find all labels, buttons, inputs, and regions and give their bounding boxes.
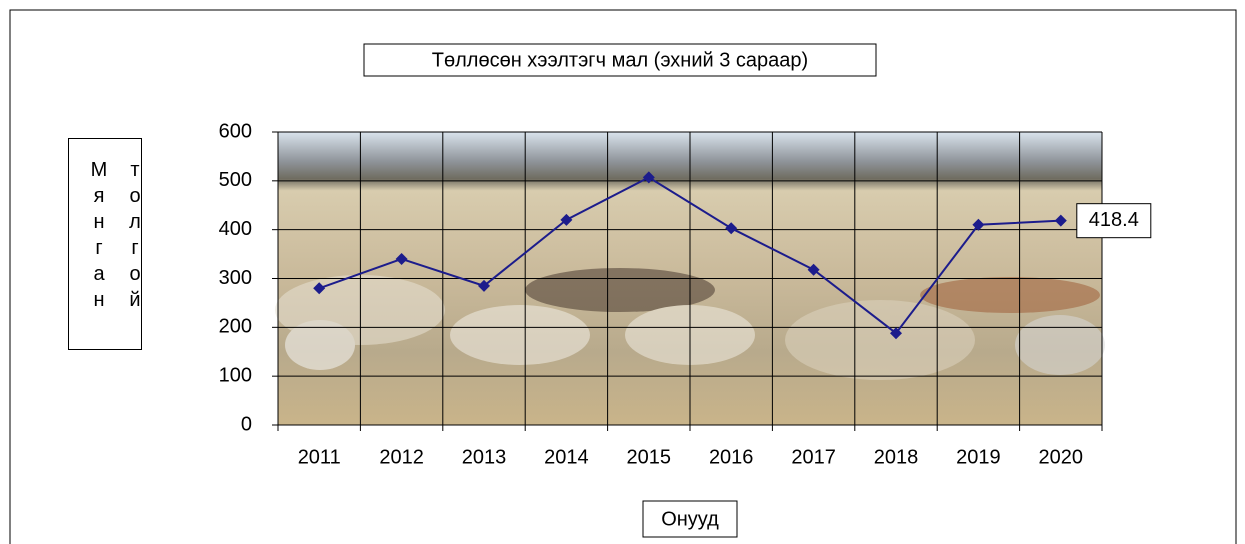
- x-tick-label: 2020: [1039, 446, 1084, 468]
- x-tick-label: 2018: [874, 446, 919, 468]
- y-tick-label: 600: [219, 120, 252, 142]
- page: {"chart_data": {"type": "line", "title":…: [0, 0, 1245, 544]
- data-label: 418.4: [1089, 209, 1139, 231]
- y-tick-label: 300: [219, 267, 252, 289]
- y-tick-label: 0: [241, 413, 252, 435]
- x-tick-label: 2017: [791, 446, 836, 468]
- x-tick-label: 2013: [462, 446, 507, 468]
- x-tick-label: 2019: [956, 446, 1001, 468]
- y-tick-label: 400: [219, 218, 252, 240]
- y-tick-label: 500: [219, 169, 252, 191]
- y-tick-label: 100: [219, 364, 252, 386]
- x-tick-label: 2015: [627, 446, 672, 468]
- y-tick-label: 200: [219, 316, 252, 338]
- y-axis-label: Мянган толгой: [68, 138, 142, 350]
- x-tick-label: 2011: [298, 446, 341, 468]
- x-tick-label: 2012: [379, 446, 424, 468]
- x-axis-label: Онууд: [661, 508, 719, 530]
- x-tick-label: 2016: [709, 446, 754, 468]
- x-tick-label: 2014: [544, 446, 589, 468]
- chart: Төллөсөн хээлтэгч мал (эхний 3 сараар) О…: [0, 0, 1245, 544]
- chart-title: Төллөсөн хээлтэгч мал (эхний 3 сараар): [432, 49, 808, 71]
